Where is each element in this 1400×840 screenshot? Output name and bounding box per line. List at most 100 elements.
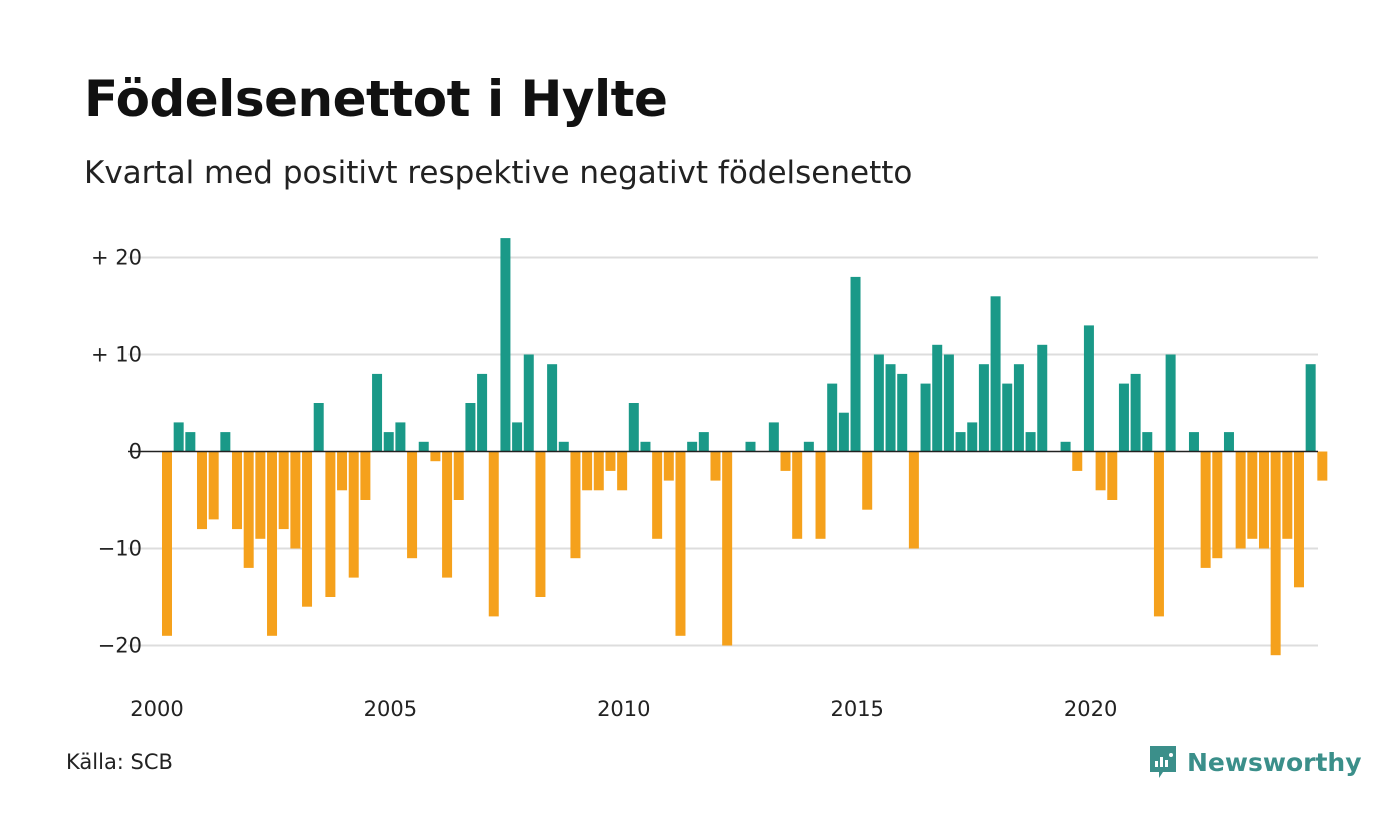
bar — [1072, 451, 1083, 471]
bar — [558, 441, 569, 452]
bar — [885, 364, 896, 452]
bar — [570, 451, 581, 559]
bar — [523, 354, 534, 452]
bar — [1013, 364, 1024, 452]
source-note: Källa: SCB — [66, 750, 173, 774]
bar — [1083, 325, 1094, 452]
bar — [1293, 451, 1304, 588]
bar — [162, 451, 172, 636]
chart-subtitle: Kvartal med positivt respektive negativt… — [84, 155, 913, 191]
y-tick-label: + 20 — [91, 246, 142, 270]
bar — [768, 422, 779, 452]
bar — [500, 238, 511, 452]
bar — [1130, 373, 1141, 452]
bar — [1153, 451, 1164, 617]
bar — [535, 451, 546, 597]
bar — [1305, 364, 1316, 452]
x-tick-label: 2010 — [597, 697, 650, 721]
x-axis-ticks: 2000 2005 2010 2015 2020 — [130, 697, 1117, 721]
bar — [290, 451, 301, 549]
bar — [1235, 451, 1246, 549]
y-axis-ticks: + 20+ 100−10−20 — [91, 246, 142, 658]
bar — [313, 403, 324, 452]
bar — [815, 451, 826, 539]
bar — [208, 451, 219, 520]
bar — [967, 422, 978, 452]
bar — [1282, 451, 1293, 539]
bar — [278, 451, 289, 530]
bar — [605, 451, 616, 471]
bar — [547, 364, 558, 452]
bar — [827, 383, 838, 452]
bar — [1247, 451, 1258, 539]
bar — [617, 451, 628, 491]
x-tick-label: 2000 — [130, 697, 183, 721]
bar — [465, 403, 476, 452]
bar-chart: + 20+ 100−10−20 2000 2005 2010 2015 2020 — [91, 238, 1328, 721]
bar — [978, 364, 989, 452]
bar — [990, 296, 1001, 452]
bar — [185, 432, 196, 452]
bar — [582, 451, 593, 491]
bar — [1095, 451, 1106, 491]
bar — [302, 451, 313, 607]
bar — [722, 451, 733, 646]
bar — [442, 451, 453, 578]
brand-logo: Newsworthy — [1148, 744, 1362, 780]
bar — [873, 354, 884, 452]
bar — [862, 451, 873, 510]
bar — [325, 451, 336, 597]
y-tick-label: −20 — [98, 634, 142, 658]
bar — [255, 451, 266, 539]
bar — [955, 432, 966, 452]
bar — [173, 422, 184, 452]
bar — [1212, 451, 1223, 559]
bar — [395, 422, 406, 452]
brand-name: Newsworthy — [1187, 747, 1362, 777]
chart-title: Födelsenettot i Hylte — [84, 70, 668, 128]
y-tick-label: + 10 — [91, 343, 142, 367]
bar — [1107, 451, 1118, 500]
bar — [488, 451, 499, 617]
bar — [243, 451, 254, 568]
bar — [383, 432, 394, 452]
bar — [803, 441, 814, 452]
bar — [430, 451, 441, 462]
bar — [897, 373, 908, 452]
bar — [232, 451, 243, 530]
bars — [162, 238, 1328, 656]
bar — [943, 354, 954, 452]
bar — [663, 451, 674, 481]
bar — [745, 441, 756, 452]
bar — [512, 422, 523, 452]
bar — [640, 441, 651, 452]
bar — [675, 451, 686, 636]
bar — [372, 373, 383, 452]
bar — [220, 432, 231, 452]
bar — [1258, 451, 1269, 549]
bar — [453, 451, 464, 500]
bar — [710, 451, 721, 481]
bar — [628, 403, 639, 452]
bar — [698, 432, 709, 452]
bar — [593, 451, 604, 491]
bar — [337, 451, 348, 491]
bar — [1317, 451, 1328, 481]
bar — [267, 451, 278, 636]
bar — [780, 451, 791, 471]
x-tick-label: 2015 — [830, 697, 883, 721]
bar — [908, 451, 919, 549]
y-tick-label: −10 — [98, 537, 142, 561]
bar — [838, 412, 849, 452]
bar — [360, 451, 371, 500]
x-tick-label: 2005 — [364, 697, 417, 721]
bar — [1223, 432, 1234, 452]
bar — [652, 451, 663, 539]
bar — [1118, 383, 1129, 452]
bar — [348, 451, 359, 578]
bar — [920, 383, 931, 452]
bar — [1002, 383, 1013, 452]
bar — [792, 451, 803, 539]
bar — [1200, 451, 1211, 568]
bar — [1165, 354, 1176, 452]
